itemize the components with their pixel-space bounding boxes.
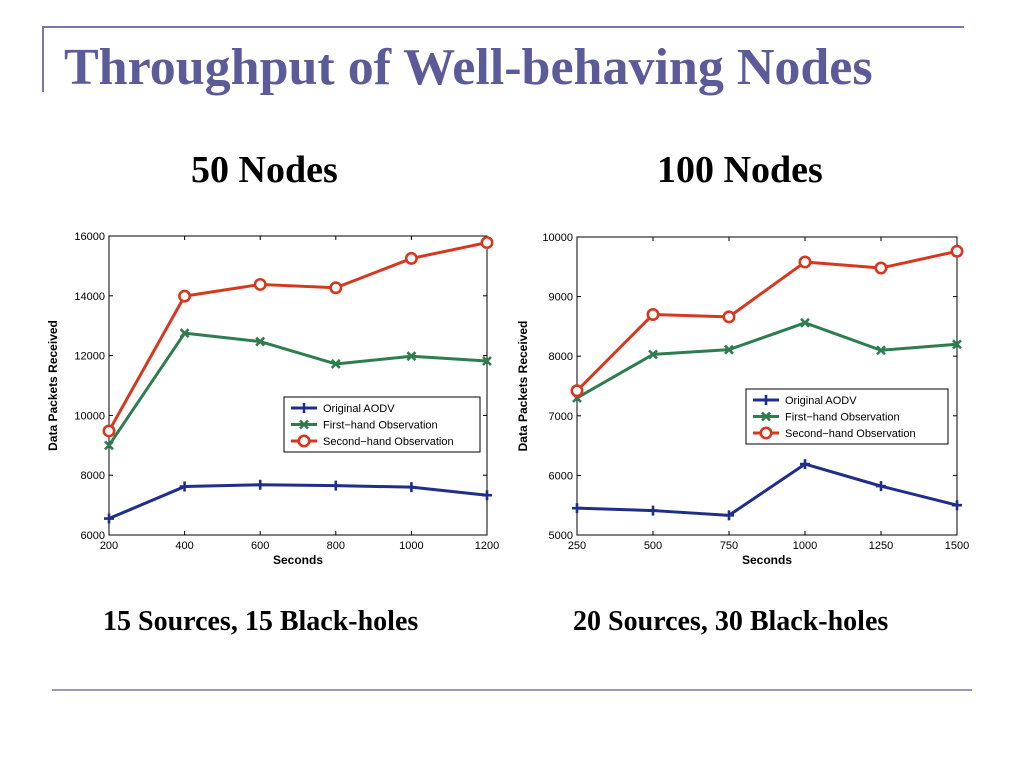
x-tick-label: 400 bbox=[175, 540, 193, 552]
y-tick-label: 16000 bbox=[74, 231, 105, 243]
x-tick-label: 600 bbox=[251, 540, 269, 552]
data-point-first bbox=[406, 351, 417, 362]
data-point-second bbox=[798, 255, 812, 269]
series-line-original bbox=[108, 483, 488, 520]
data-point-original bbox=[255, 479, 266, 490]
data-point-second bbox=[874, 261, 888, 275]
y-axis-label: Data Packets Received bbox=[516, 321, 530, 452]
series-line-first bbox=[107, 331, 488, 447]
data-point-original bbox=[876, 481, 886, 492]
legend-label-original: Original AODV bbox=[323, 403, 395, 415]
data-point-second bbox=[722, 310, 736, 324]
slide-title: Throughput of Well-behaving Nodes bbox=[64, 39, 873, 96]
data-point-original bbox=[648, 505, 658, 516]
legend-marker-first bbox=[299, 419, 309, 430]
data-point-first bbox=[179, 328, 190, 339]
y-tick-label: 7000 bbox=[549, 411, 573, 423]
y-tick-label: 10000 bbox=[74, 410, 105, 422]
legend-marker-original bbox=[761, 395, 771, 405]
data-point-first bbox=[482, 356, 492, 366]
data-point-second bbox=[404, 251, 418, 265]
data-point-first bbox=[952, 339, 962, 350]
data-point-original bbox=[104, 513, 114, 524]
x-tick-label: 750 bbox=[720, 540, 738, 552]
legend-label-second: Second−hand Observation bbox=[323, 436, 454, 448]
data-point-original bbox=[179, 481, 190, 492]
data-point-first bbox=[800, 317, 810, 328]
x-tick-label: 500 bbox=[644, 540, 662, 552]
legend-label-original: Original AODV bbox=[785, 395, 857, 407]
data-point-original bbox=[952, 500, 962, 511]
series-line-second bbox=[575, 249, 958, 392]
data-point-second bbox=[178, 289, 192, 303]
data-point-second bbox=[950, 244, 964, 258]
data-point-first bbox=[648, 349, 658, 360]
x-tick-label: 800 bbox=[327, 540, 345, 552]
panel-caption-100-nodes: 20 Sources, 30 Black-holes bbox=[573, 606, 889, 637]
panel-heading-50-nodes: 50 Nodes bbox=[191, 149, 338, 191]
y-tick-label: 8000 bbox=[81, 470, 105, 482]
legend-marker-first bbox=[761, 411, 771, 422]
data-point-second bbox=[253, 277, 267, 291]
y-tick-label: 8000 bbox=[549, 351, 573, 363]
data-point-original bbox=[724, 510, 734, 521]
data-point-first bbox=[255, 336, 266, 347]
plot-area bbox=[576, 236, 958, 536]
legend-box bbox=[745, 388, 949, 445]
slide-frame-top bbox=[42, 26, 964, 28]
series-line-first bbox=[576, 321, 958, 400]
data-point-second bbox=[570, 384, 584, 398]
panel-caption-50-nodes: 15 Sources, 15 Black-holes bbox=[103, 606, 419, 637]
chart-50-nodes: 200 400 600 800 1000 1200 6000 8000 10000 12000 14… bbox=[46, 231, 499, 567]
slide-frame-left bbox=[42, 26, 44, 92]
x-tick-label: 200 bbox=[100, 540, 118, 552]
data-point-second bbox=[329, 281, 343, 295]
y-tick-label: 10000 bbox=[542, 232, 573, 244]
y-tick-label: 14000 bbox=[74, 291, 105, 303]
x-tick-label: 1500 bbox=[945, 540, 969, 552]
legend-label-second: Second−hand Observation bbox=[785, 428, 916, 440]
x-tick-label: 1000 bbox=[793, 540, 817, 552]
y-tick-label: 6000 bbox=[549, 470, 573, 482]
data-point-second bbox=[102, 424, 116, 438]
legend-marker-original bbox=[299, 403, 309, 413]
series-line-second bbox=[107, 241, 488, 432]
y-axis-label: Data Packets Received bbox=[46, 320, 60, 451]
data-point-first bbox=[330, 359, 341, 369]
data-point-original bbox=[572, 503, 582, 514]
legend: Original AODV First−hand Observation Secon… bbox=[283, 396, 481, 453]
legend-marker-second bbox=[297, 434, 311, 448]
x-tick-label: 1250 bbox=[869, 540, 893, 552]
data-point-first bbox=[724, 344, 734, 355]
legend-marker-second bbox=[759, 426, 773, 440]
legend-label-first: First−hand Observation bbox=[323, 420, 438, 432]
chart-100-nodes: 250 500 750 1000 1250 1500 5000 6000 7000 8000 900… bbox=[516, 232, 969, 567]
data-point-first bbox=[876, 345, 886, 356]
x-axis-label: Seconds bbox=[273, 553, 323, 567]
data-point-original bbox=[482, 490, 492, 501]
data-point-original bbox=[800, 459, 810, 470]
y-tick-label: 12000 bbox=[74, 351, 105, 363]
legend: Original AODV First−hand Observation Secon… bbox=[745, 388, 949, 445]
panel-heading-100-nodes: 100 Nodes bbox=[657, 149, 823, 191]
y-tick-label: 6000 bbox=[81, 530, 105, 542]
x-tick-label: 1200 bbox=[475, 540, 499, 552]
x-tick-label: 250 bbox=[568, 540, 586, 552]
x-tick-label: 1000 bbox=[399, 540, 423, 552]
data-point-original bbox=[330, 480, 341, 491]
data-point-second bbox=[480, 236, 494, 250]
legend-label-first: First−hand Observation bbox=[785, 412, 900, 424]
y-tick-label: 5000 bbox=[549, 530, 573, 542]
data-point-original bbox=[406, 482, 417, 493]
data-point-first bbox=[104, 440, 114, 451]
y-tick-label: 9000 bbox=[549, 292, 573, 304]
slide-frame-bottom bbox=[52, 689, 972, 691]
x-axis-label: Seconds bbox=[742, 553, 792, 567]
series-line-original bbox=[576, 462, 958, 517]
data-point-second bbox=[646, 307, 660, 321]
